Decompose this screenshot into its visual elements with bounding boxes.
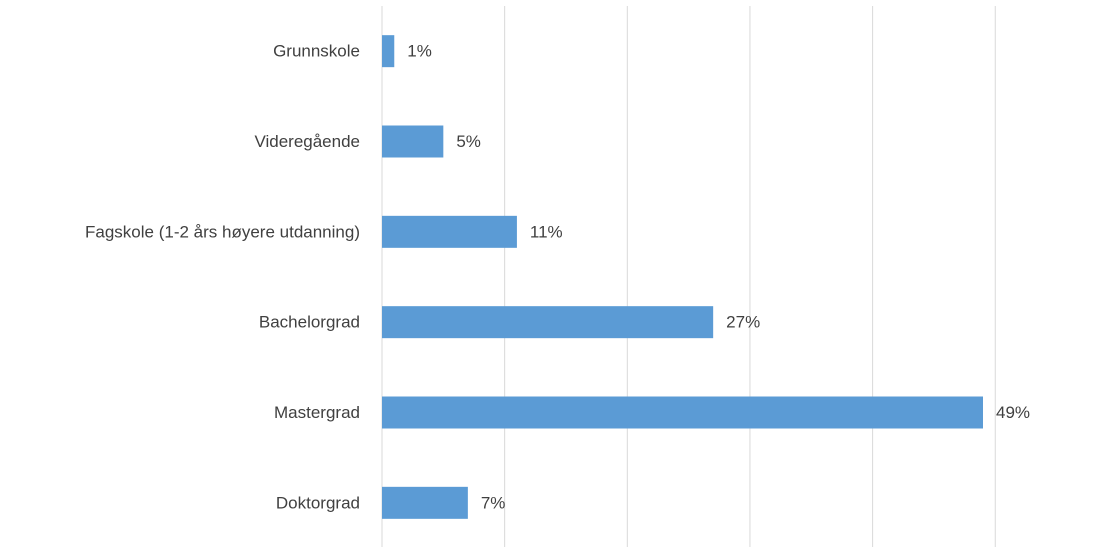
gridlines bbox=[381, 6, 996, 547]
bar bbox=[382, 486, 468, 519]
data-label: 27% bbox=[726, 313, 760, 332]
data-label: 1% bbox=[407, 42, 432, 61]
category-label: Mastergrad bbox=[274, 403, 360, 422]
category-label: Bachelorgrad bbox=[259, 313, 360, 332]
category-label: Videregående bbox=[254, 132, 360, 151]
value-labels: 1% 5% 11% 27% 49% 7% bbox=[407, 42, 1030, 513]
data-label: 7% bbox=[481, 493, 506, 512]
bar bbox=[382, 306, 714, 339]
bars bbox=[382, 35, 983, 519]
data-label: 49% bbox=[996, 403, 1030, 422]
category-labels: Grunnskole Videregående Fagskole (1-2 års … bbox=[85, 42, 360, 513]
category-label: Doktorgrad bbox=[276, 493, 360, 512]
category-label: Grunnskole bbox=[273, 42, 360, 61]
bar bbox=[382, 125, 444, 158]
bar bbox=[382, 215, 517, 248]
bar bbox=[382, 396, 983, 429]
bar bbox=[382, 35, 395, 68]
data-label: 11% bbox=[530, 222, 563, 241]
data-label: 5% bbox=[456, 132, 481, 151]
category-label: Fagskole (1-2 års høyere utdanning) bbox=[85, 222, 360, 241]
